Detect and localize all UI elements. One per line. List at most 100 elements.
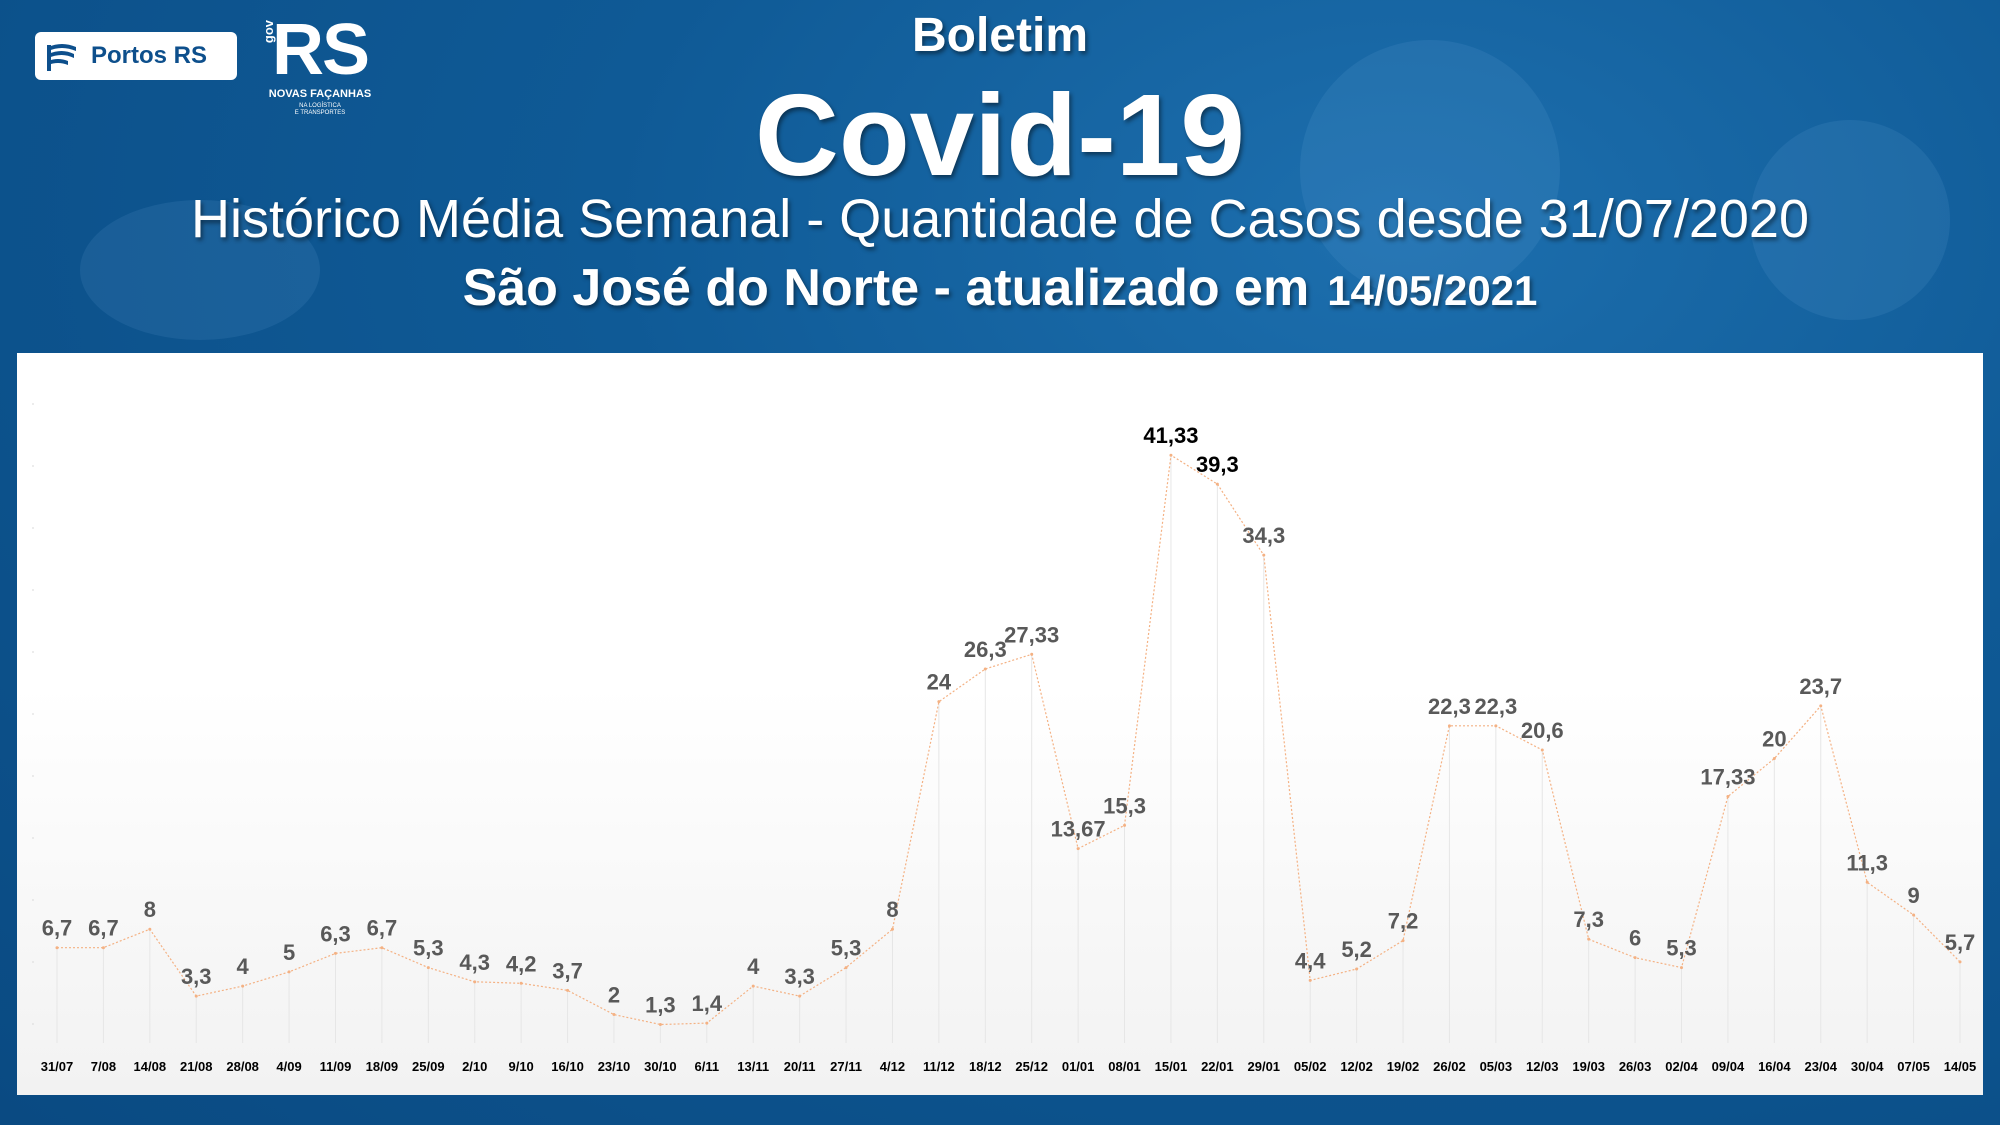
data-label: 22,3 xyxy=(1428,694,1471,719)
data-point xyxy=(751,984,755,988)
data-label: 4,3 xyxy=(459,950,490,975)
x-tick-label: 26/03 xyxy=(1619,1059,1652,1074)
line-chart: 6,7 6,7 8 3,3 4 5 6,3 6,7 5,3 4,3 4,2 3,7 2 1,3 1,4 4 3,… xyxy=(32,403,1977,1074)
data-point xyxy=(101,946,105,950)
x-tick-label: 30/04 xyxy=(1851,1059,1884,1074)
x-tick-label: 11/09 xyxy=(320,1059,352,1074)
x-tick-label: 25/09 xyxy=(412,1059,445,1074)
x-tick-label: 02/04 xyxy=(1665,1059,1698,1074)
x-tick-label: 15/01 xyxy=(1155,1059,1188,1074)
data-point xyxy=(473,980,477,984)
data-point xyxy=(1819,704,1823,708)
x-tick-label: 30/10 xyxy=(644,1059,677,1074)
x-tick-label: 23/04 xyxy=(1804,1059,1837,1074)
data-label: 4 xyxy=(747,954,760,979)
bg-virus-shape xyxy=(1750,120,1950,320)
data-label: 7,3 xyxy=(1573,907,1604,932)
data-label: 5 xyxy=(283,940,295,965)
x-tick-label: 22/01 xyxy=(1201,1059,1234,1074)
boletim-heading: Boletim xyxy=(911,9,1088,62)
x-tick-label: 6/11 xyxy=(695,1059,720,1074)
data-point xyxy=(983,667,987,671)
data-label: 7,2 xyxy=(1388,909,1419,934)
chart-panel: 6,7 6,7 8 3,3 4 5 6,3 6,7 5,3 4,3 4,2 3,7 2 1,3 1,4 4 3,… xyxy=(17,353,1983,1095)
location-label: São José do Norte - atualizado em xyxy=(462,259,1310,317)
x-tick-label: 14/05 xyxy=(1944,1059,1977,1074)
data-label: 41,33 xyxy=(1143,423,1198,448)
data-point xyxy=(380,946,384,950)
data-label: 2 xyxy=(608,983,620,1008)
data-point xyxy=(1123,823,1127,827)
data-point xyxy=(1447,724,1451,728)
x-tick-label: 19/02 xyxy=(1387,1059,1420,1074)
data-point xyxy=(1215,482,1219,486)
gov-rs-logo: gov RS NOVAS FAÇANHAS NA LOGÍSTICA E TRA… xyxy=(255,14,385,129)
data-point xyxy=(1772,757,1776,761)
x-tick-label: 07/05 xyxy=(1897,1059,1930,1074)
x-tick-label: 31/07 xyxy=(41,1059,74,1074)
x-tick-label: 27/11 xyxy=(830,1059,862,1074)
data-point xyxy=(1401,939,1405,943)
data-point xyxy=(705,1021,709,1025)
x-tick-label: 2/10 xyxy=(462,1059,487,1074)
data-point xyxy=(1680,966,1684,970)
data-label: 22,3 xyxy=(1474,694,1517,719)
data-point xyxy=(148,927,152,931)
data-point xyxy=(890,927,894,931)
data-point xyxy=(1540,748,1544,752)
data-point xyxy=(1262,553,1266,557)
x-tick-label: 26/02 xyxy=(1433,1059,1466,1074)
data-point xyxy=(1076,847,1080,851)
data-point xyxy=(1169,453,1173,457)
data-label: 5,3 xyxy=(1666,936,1697,961)
data-point xyxy=(1308,978,1312,982)
data-point xyxy=(566,988,570,992)
data-label: 6,7 xyxy=(88,916,119,941)
data-label: 5,2 xyxy=(1341,937,1372,962)
x-tick-label: 29/01 xyxy=(1248,1059,1281,1074)
x-tick-label: 05/03 xyxy=(1480,1059,1513,1074)
x-tick-label: 01/01 xyxy=(1062,1059,1095,1074)
data-label: 6,7 xyxy=(367,916,398,941)
logo-slogan: NOVAS FAÇANHAS xyxy=(268,88,372,100)
data-label: 20,6 xyxy=(1521,718,1564,743)
data-label: 9 xyxy=(1907,883,1919,908)
portos-rs-logo: Portos RS xyxy=(35,32,237,80)
data-point xyxy=(658,1023,662,1027)
x-tick-label: 28/08 xyxy=(226,1059,259,1074)
data-point xyxy=(55,946,59,950)
data-point xyxy=(1494,724,1498,728)
series-line xyxy=(57,454,1961,1026)
data-point xyxy=(241,984,245,988)
data-label: 5,3 xyxy=(831,936,862,961)
x-tick-label: 9/10 xyxy=(508,1059,533,1074)
portos-flag-icon xyxy=(41,36,83,76)
data-label: 8 xyxy=(144,897,156,922)
data-point xyxy=(1587,937,1591,941)
bg-virus-shape xyxy=(80,200,320,340)
x-tick-label: 23/10 xyxy=(598,1059,631,1074)
bg-virus-shape xyxy=(1300,40,1560,300)
location-line: São José do Norte - atualizado em 14/05/2… xyxy=(0,258,2000,318)
data-label: 5,7 xyxy=(1945,930,1976,955)
x-tick-label: 13/11 xyxy=(737,1059,769,1074)
x-tick-label: 4/12 xyxy=(880,1059,905,1074)
data-point xyxy=(1726,795,1730,799)
data-point xyxy=(1355,967,1359,971)
data-label: 6,3 xyxy=(320,921,351,946)
x-tick-label: 11/12 xyxy=(923,1059,955,1074)
portos-logo-text: Portos RS xyxy=(91,42,208,69)
x-tick-label: 16/04 xyxy=(1758,1059,1791,1074)
data-label: 5,3 xyxy=(413,936,444,961)
x-tick-label: 12/03 xyxy=(1526,1059,1559,1074)
data-point xyxy=(1633,956,1637,960)
data-point xyxy=(612,1013,616,1017)
data-label: 3,3 xyxy=(181,964,212,989)
data-point xyxy=(1958,960,1962,964)
data-point xyxy=(1865,880,1869,884)
x-tick-label: 7/08 xyxy=(91,1059,116,1074)
data-label: 8 xyxy=(886,897,898,922)
data-point xyxy=(1912,913,1916,917)
data-label: 3,3 xyxy=(784,964,815,989)
data-label: 34,3 xyxy=(1242,523,1285,548)
